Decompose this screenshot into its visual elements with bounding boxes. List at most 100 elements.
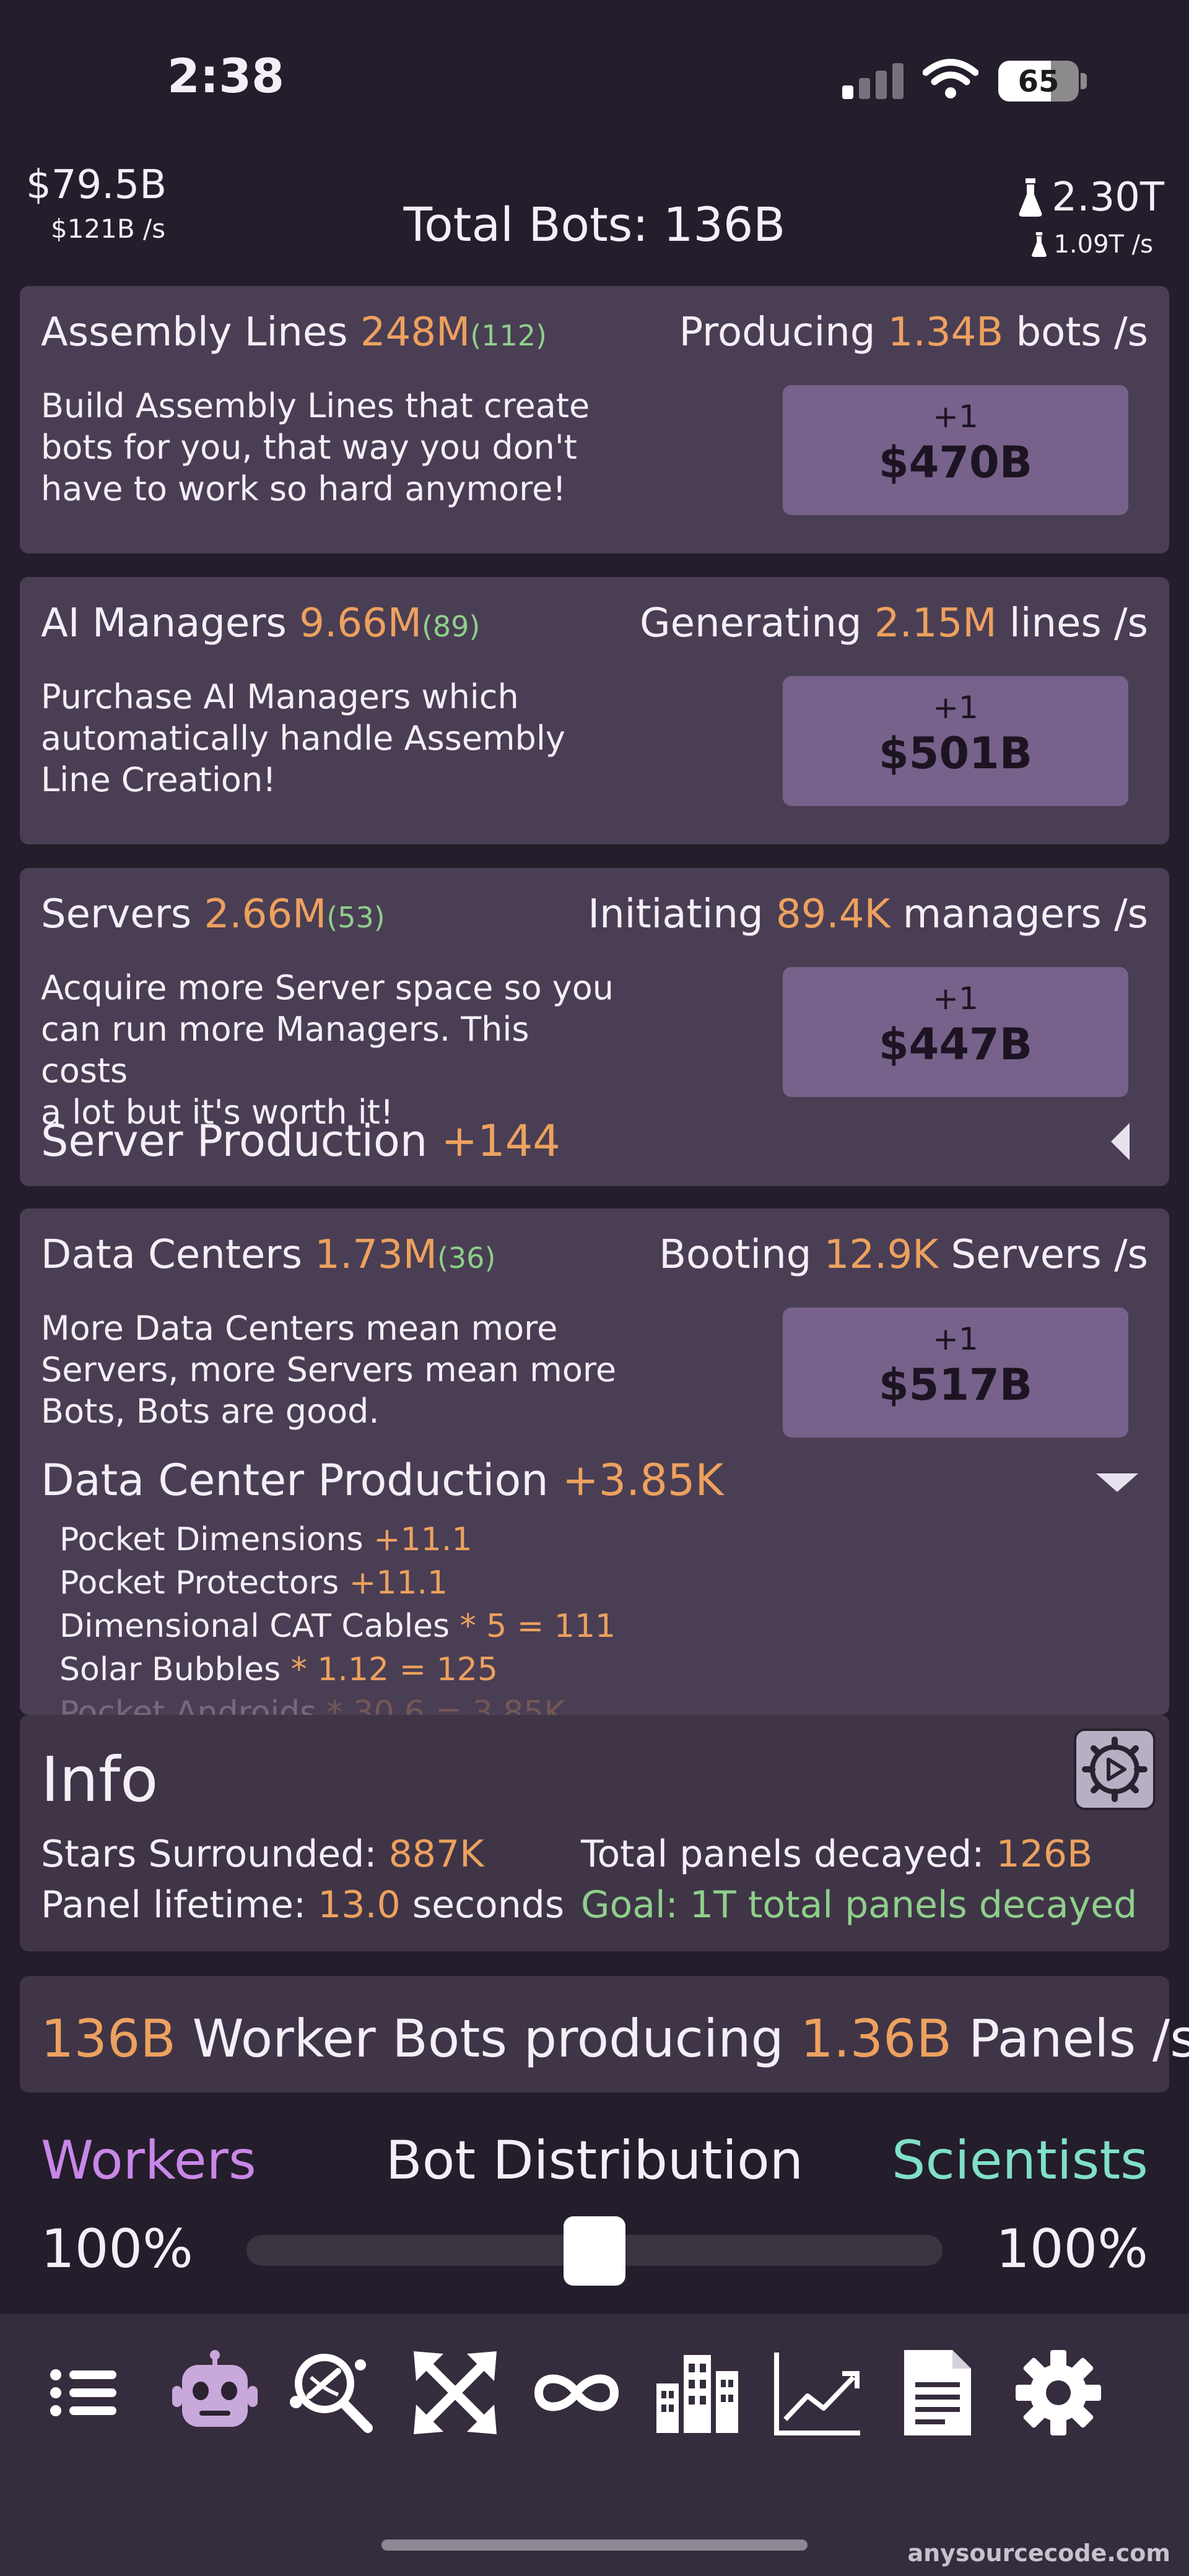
worker-production-text: 136B Worker Bots producing 1.36B Panels … [41, 2008, 1189, 2069]
buy-server-button[interactable]: +1 $447B [783, 967, 1128, 1097]
panels-rate: 1.36B [800, 2008, 952, 2069]
collapsed-arrow-icon[interactable] [1111, 1123, 1130, 1160]
card-title: AI Managers 9.66M(89) [41, 601, 480, 646]
rate-prefix: Producing [679, 310, 876, 355]
crossed-arrows-icon[interactable] [409, 2346, 502, 2439]
signal-icon [842, 62, 904, 99]
card-amount: 2.66M [204, 891, 327, 937]
buildings-icon[interactable] [650, 2346, 743, 2439]
panel-lifetime: Panel lifetime: 13.0 seconds [41, 1883, 564, 1927]
desc-line: More Data Centers mean more [41, 1309, 558, 1348]
card-rate: Generating 2.15M lines /s [640, 601, 1148, 646]
robot-icon[interactable] [168, 2346, 261, 2439]
desc-line: Acquire more Server space so you [41, 968, 614, 1007]
lifetime-value: 13.0 [318, 1883, 401, 1927]
card-name: Data Centers [41, 1232, 302, 1278]
info-panel: Info Stars Surrounded: 887K Panel lifeti… [20, 1715, 1169, 1951]
desc-line: a lot but it's worth it! [41, 1093, 394, 1132]
status-time: 2:38 [167, 48, 285, 103]
settings-button[interactable] [1074, 1728, 1156, 1810]
rate-value: 89.4K [775, 891, 891, 937]
science-total-value: 2.30T [1052, 175, 1164, 220]
rate-value: 12.9K [824, 1232, 939, 1278]
production-label: Server Production [41, 1116, 428, 1166]
card-description: Purchase AI Managers which automatically… [41, 676, 623, 800]
rate-prefix: Initiating [588, 891, 764, 937]
rate-suffix: bots /s [1016, 310, 1148, 355]
card-description: More Data Centers mean more Servers, mor… [41, 1308, 623, 1432]
rate-suffix: managers /s [902, 891, 1148, 937]
stars-value: 887K [388, 1832, 484, 1876]
battery-nub [1081, 73, 1087, 89]
science-rate-value: 1.09T /s [1053, 230, 1153, 259]
rate-prefix: Generating [640, 601, 862, 646]
lifetime-unit: seconds [412, 1883, 565, 1927]
production-item: Pocket Dimensions +11.1 [59, 1518, 616, 1561]
card-rate: Initiating 89.4K managers /s [588, 891, 1148, 937]
expanded-arrow-icon[interactable] [1096, 1473, 1138, 1492]
flask-small-icon [1032, 232, 1047, 257]
card-name: Assembly Lines [41, 310, 348, 355]
card-amount: 9.66M [299, 601, 422, 646]
infinity-icon[interactable] [530, 2346, 623, 2439]
card-amount: 1.73M [315, 1232, 437, 1278]
desc-line: have to work so hard anymore! [41, 469, 567, 508]
buy-quantity: +1 [933, 1321, 978, 1357]
buy-price: $501B [878, 728, 1033, 779]
data-center-production-toggle[interactable]: Data Center Production +3.85K [41, 1455, 723, 1506]
research-icon[interactable] [286, 2346, 379, 2439]
data-centers-card: Data Centers 1.73M(36) Booting 12.9K Ser… [20, 1208, 1169, 1715]
bottom-nav [0, 2314, 1189, 2576]
info-title: Info [41, 1743, 159, 1816]
buy-ai-manager-button[interactable]: +1 $501B [783, 676, 1128, 806]
desc-line: automatically handle Assembly [41, 719, 565, 758]
flask-icon [1019, 178, 1042, 217]
watermark: anysourcecode.com [907, 2539, 1170, 2567]
item-value: * 1.12 = 125 [290, 1651, 498, 1688]
workers-percent: 100% [41, 2218, 193, 2280]
item-name: Pocket Protectors [59, 1564, 339, 1602]
worker-bots-count: 136B [41, 2008, 176, 2069]
total-bots: Total Bots: 136B [403, 197, 786, 252]
stars-label: Stars Surrounded: [41, 1832, 377, 1876]
distribution-slider-thumb[interactable] [564, 2216, 625, 2286]
list-icon[interactable] [38, 2346, 131, 2439]
buy-price: $470B [878, 437, 1033, 488]
decayed-value: 126B [996, 1832, 1093, 1876]
chart-icon[interactable] [770, 2346, 863, 2439]
gear-icon[interactable] [1012, 2346, 1105, 2439]
gear-play-icon [1082, 1737, 1148, 1802]
card-description: Build Assembly Lines that create bots fo… [41, 385, 623, 510]
worker-production-bar: 136B Worker Bots producing 1.36B Panels … [20, 1976, 1189, 2092]
production-item: Pocket Protectors +11.1 [59, 1561, 616, 1605]
production-value: +144 [441, 1116, 560, 1166]
item-value: * 5 = 111 [459, 1608, 616, 1645]
workers-label: Workers [41, 2130, 256, 2192]
card-title: Servers 2.66M(53) [41, 891, 385, 937]
panels-decayed: Total panels decayed: 126B [581, 1832, 1092, 1876]
goal-text: Goal: 1T total panels decayed [581, 1883, 1138, 1927]
rate-prefix: Booting [659, 1232, 812, 1278]
production-item: Dimensional CAT Cables * 5 = 111 [59, 1605, 616, 1648]
buy-assembly-line-button[interactable]: +1 $470B [783, 385, 1128, 515]
assembly-lines-card: Assembly Lines 248M(112) Producing 1.34B… [20, 286, 1169, 553]
server-production-toggle[interactable]: Server Production +144 [41, 1116, 560, 1166]
rate-suffix: lines /s [1009, 601, 1148, 646]
wifi-icon [923, 59, 978, 98]
card-count: (112) [470, 319, 547, 352]
item-value: +11.1 [349, 1564, 448, 1602]
production-label: Data Center Production [41, 1455, 549, 1506]
card-title: Assembly Lines 248M(112) [41, 310, 547, 355]
science-rate: 1.09T /s [1031, 230, 1153, 259]
rate-value: 1.34B [887, 310, 1004, 355]
buy-data-center-button[interactable]: +1 $517B [783, 1308, 1128, 1438]
money-total: $79.5B [26, 162, 167, 208]
home-indicator[interactable] [381, 2539, 808, 2551]
battery-level: 65 [1017, 64, 1060, 99]
desc-line: Purchase AI Managers which [41, 677, 519, 716]
document-icon[interactable] [891, 2346, 983, 2439]
item-name: Solar Bubbles [59, 1651, 281, 1688]
card-name: AI Managers [41, 601, 287, 646]
science-total: 2.30T [1018, 175, 1164, 220]
card-description: Acquire more Server space so you can run… [41, 967, 623, 1133]
